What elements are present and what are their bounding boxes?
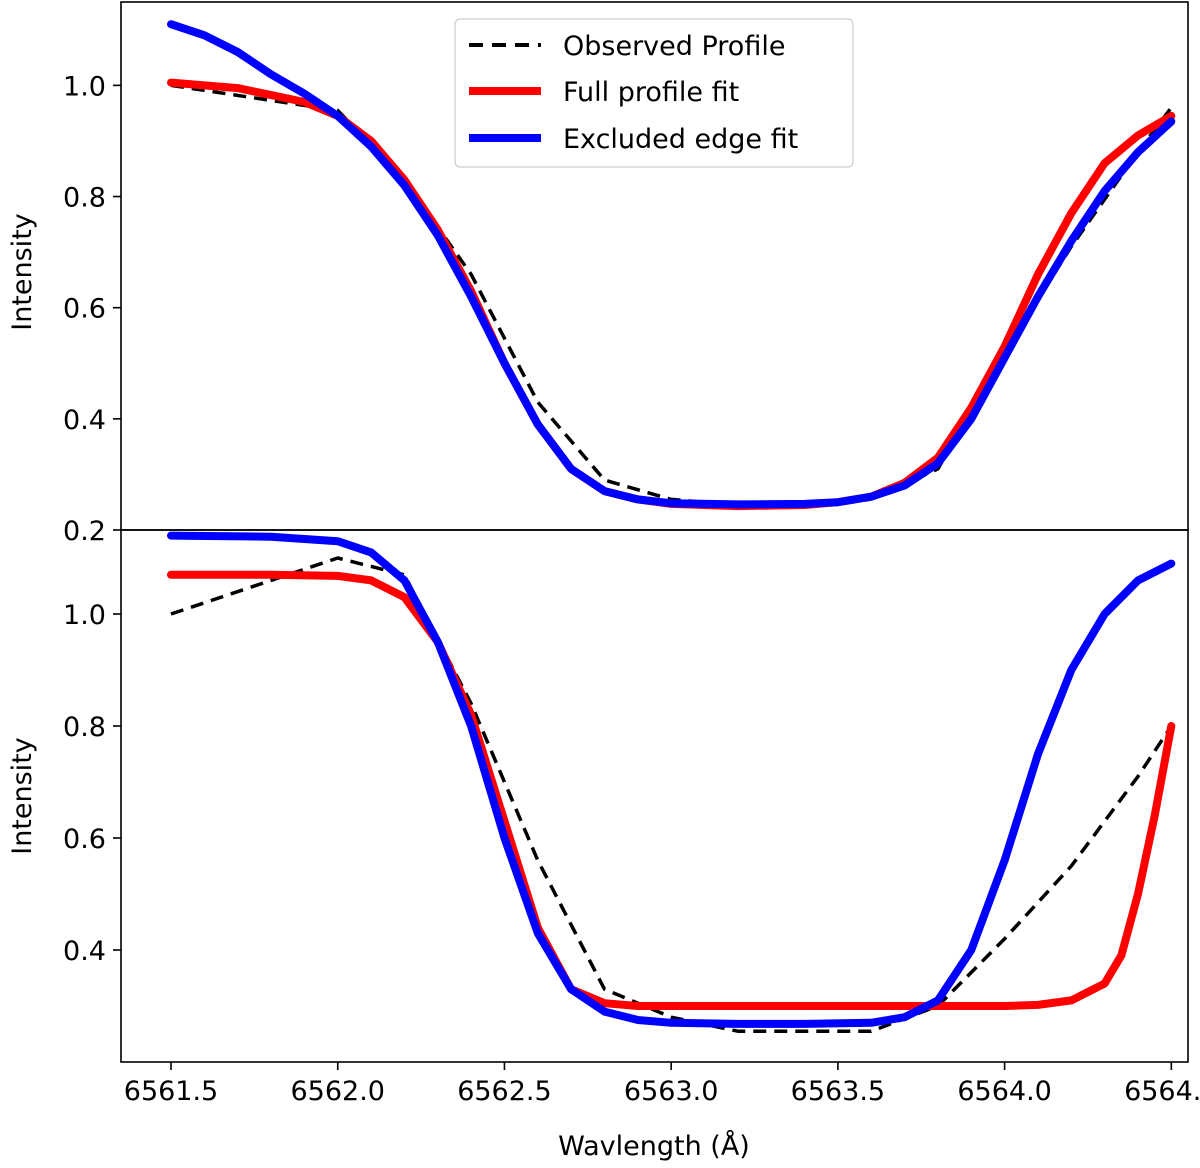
bottom-y-axis-label: Intensity <box>7 737 38 855</box>
bottom-y-tick-label: 0.8 <box>63 712 106 743</box>
bottom-panel-frame <box>120 529 1189 1063</box>
bottom-panel: 0.4 0.6 0.8 1.0 6561.5 6562.0 6562.5 6563.0 6563… <box>7 529 1200 1162</box>
top-y-tick-label: 0.6 <box>63 294 106 325</box>
bottom-y-tick-label: 1.0 <box>63 600 106 631</box>
top-ticks-layer: 0.2 0.4 0.6 0.8 1.0 <box>63 71 121 547</box>
bottom-x-tick-label: 6562.0 <box>290 1076 384 1107</box>
bottom-ticks-layer: 0.4 0.6 0.8 1.0 6561.5 6562.0 6562.5 6563.0 6563… <box>63 600 1200 1107</box>
bottom-x-tick-label: 6564.0 <box>957 1076 1051 1107</box>
top-series-layer <box>167 20 1176 511</box>
bottom-series-full-profile-fit <box>167 570 1176 1010</box>
bottom-x-tick-label: 6563.5 <box>791 1076 885 1107</box>
top-y-tick-label: 0.2 <box>63 516 106 547</box>
legend-label-observed-profile: Observed Profile <box>563 31 785 62</box>
bottom-series-observed-profile <box>170 556 1173 1033</box>
top-y-tick-label: 0.4 <box>63 405 106 436</box>
legend-box <box>454 18 854 168</box>
bottom-series-excluded-edge-fit <box>167 531 1176 1028</box>
bottom-x-tick-label: 6564.5 <box>1124 1076 1200 1107</box>
top-y-axis-label: Intensity <box>7 213 38 331</box>
top-panel: 0.2 0.4 0.6 0.8 1.0 Intensity Observed Profi… <box>7 1 1189 547</box>
top-y-tick-label: 1.0 <box>63 71 106 102</box>
top-y-tick-label: 0.8 <box>63 183 106 214</box>
legend-label-full-profile-fit: Full profile fit <box>563 77 739 108</box>
bottom-y-tick-label: 0.4 <box>63 936 106 967</box>
top-series-excluded-edge-fit <box>167 20 1176 509</box>
bottom-x-tick-label: 6561.5 <box>124 1076 218 1107</box>
bottom-x-tick-label: 6562.5 <box>457 1076 551 1107</box>
bottom-x-tick-label: 6563.0 <box>624 1076 718 1107</box>
legend-label-excluded-edge-fit: Excluded edge fit <box>563 124 798 155</box>
legend: Observed Profile Full profile fit Exclud… <box>454 18 854 168</box>
bottom-series-layer <box>167 531 1176 1033</box>
x-axis-label: Wavlength (Å) <box>558 1130 750 1162</box>
bottom-y-tick-label: 0.6 <box>63 824 106 855</box>
